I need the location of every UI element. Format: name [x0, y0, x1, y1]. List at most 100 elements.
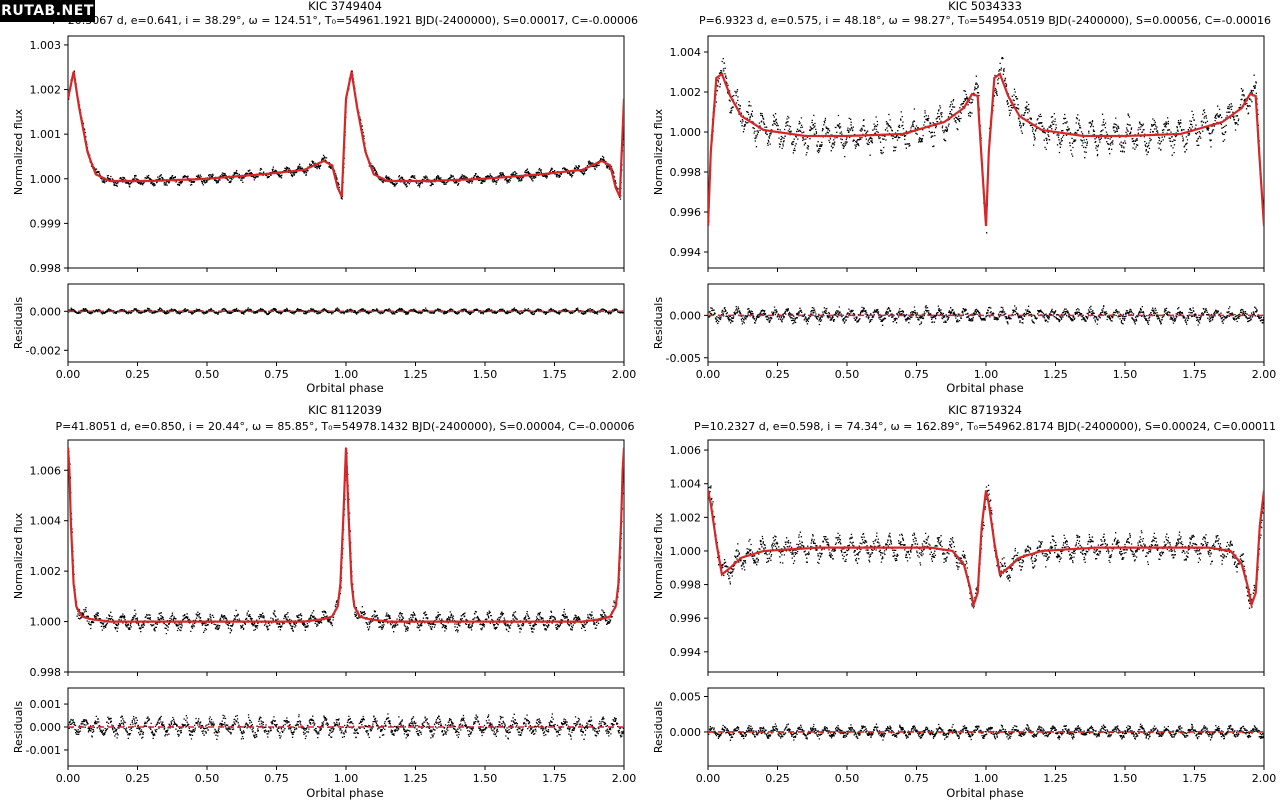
- residual-ytick-label: 0.000: [30, 721, 62, 734]
- xtick-label: 2.00: [1252, 368, 1277, 381]
- flux-ytick-label: 0.994: [670, 646, 702, 659]
- residual-ytick-label: 0.005: [670, 691, 702, 704]
- flux-axis-label: Normalized flux: [12, 512, 25, 599]
- flux-ytick-label: 0.996: [670, 612, 702, 625]
- panel-subtitle: P=20.3067 d, e=0.641, i = 38.29°, ω = 12…: [52, 14, 638, 27]
- xtick-label: 1.75: [542, 368, 567, 381]
- xtick-label: 2.00: [1252, 772, 1277, 785]
- light-curve-panel-3: KIC 8112039 P=41.8051 d, e=0.850, i = 20.…: [12, 403, 636, 800]
- light-curve-panel-4: KIC 8719324 P=10.2327 d, e=0.598, i = 74.…: [652, 403, 1276, 800]
- residual-ytick-label: -0.001: [26, 744, 61, 757]
- flux-ytick-label: 0.998: [670, 166, 702, 179]
- residual-axis-label: Residuals: [652, 297, 665, 349]
- flux-ytick-label: 1.000: [670, 126, 702, 139]
- flux-axis-label: Normalized flux: [12, 108, 25, 195]
- xtick-label: 1.25: [403, 772, 428, 785]
- flux-ytick-label: 1.004: [30, 515, 62, 528]
- xtick-label: 1.00: [334, 368, 359, 381]
- xtick-label: 2.00: [612, 368, 637, 381]
- xtick-label: 0.75: [264, 772, 289, 785]
- xtick-label: 1.50: [1113, 368, 1138, 381]
- flux-ytick-label: 1.002: [670, 511, 702, 524]
- residual-axis-label: Residuals: [12, 701, 25, 753]
- xtick-label: 0.00: [56, 772, 81, 785]
- xtick-label: 0.50: [195, 368, 220, 381]
- residual-ytick-label: 0.001: [30, 698, 62, 711]
- flux-ytick-label: 1.002: [30, 565, 62, 578]
- residual-axis-label: Residuals: [12, 297, 25, 349]
- xtick-label: 1.25: [1043, 772, 1068, 785]
- flux-ytick-label: 0.998: [30, 262, 62, 275]
- flux-data-points: [708, 484, 1264, 609]
- xtick-label: 0.50: [835, 772, 860, 785]
- xtick-label: 1.50: [473, 368, 498, 381]
- flux-frame: [707, 439, 1265, 673]
- flux-ytick-label: 1.001: [30, 128, 62, 141]
- flux-ytick-label: 1.004: [670, 478, 702, 491]
- xtick-label: 0.00: [696, 368, 721, 381]
- x-axis-label: Orbital phase: [306, 381, 383, 395]
- model-curve: [708, 72, 1264, 227]
- flux-ytick-label: 1.006: [30, 464, 62, 477]
- model-curve: [68, 447, 624, 623]
- flux-axis-label: Normalized flux: [652, 108, 665, 195]
- x-axis-label: Orbital phase: [306, 786, 383, 800]
- xtick-label: 0.25: [765, 772, 790, 785]
- residual-ytick-label: 0.000: [670, 726, 702, 739]
- xtick-label: 0.00: [696, 772, 721, 785]
- xtick-label: 0.75: [264, 368, 289, 381]
- flux-ytick-label: 1.000: [30, 173, 62, 186]
- x-axis-label: Orbital phase: [946, 381, 1023, 395]
- xtick-label: 1.50: [1113, 772, 1138, 785]
- flux-ytick-label: 1.000: [30, 616, 62, 629]
- flux-ytick-label: 0.999: [30, 217, 62, 230]
- flux-ytick-label: 0.998: [670, 579, 702, 592]
- xtick-label: 1.50: [473, 772, 498, 785]
- xtick-label: 1.75: [1182, 368, 1207, 381]
- panel-subtitle: P=41.8051 d, e=0.850, i = 20.44°, ω = 85…: [55, 420, 634, 433]
- flux-frame: [67, 35, 625, 269]
- watermark-logo: RUTAB.NET: [0, 0, 95, 22]
- residual-axis-label: Residuals: [652, 701, 665, 753]
- xtick-label: 1.00: [974, 368, 999, 381]
- flux-ytick-label: 0.998: [30, 666, 62, 679]
- xtick-label: 1.75: [1182, 772, 1207, 785]
- flux-ytick-label: 1.000: [670, 545, 702, 558]
- xtick-label: 0.50: [835, 368, 860, 381]
- residual-frame: [67, 283, 625, 363]
- panel-subtitle: P=10.2327 d, e=0.598, i = 74.34°, ω = 16…: [694, 420, 1276, 433]
- model-curve: [708, 490, 1264, 609]
- flux-ytick-label: 0.996: [670, 206, 702, 219]
- xtick-label: 0.25: [125, 368, 150, 381]
- xtick-label: 0.25: [765, 368, 790, 381]
- xtick-label: 1.75: [542, 772, 567, 785]
- model-curve: [68, 71, 624, 198]
- x-axis-label: Orbital phase: [946, 786, 1023, 800]
- xtick-label: 1.00: [974, 772, 999, 785]
- flux-axis-label: Normalized flux: [652, 512, 665, 599]
- panel-title: KIC 8719324: [948, 403, 1022, 417]
- residual-ytick-label: -0.002: [26, 344, 61, 357]
- flux-ytick-label: 1.002: [30, 84, 62, 97]
- flux-ytick-label: 1.004: [670, 46, 702, 59]
- flux-ytick-label: 1.002: [670, 86, 702, 99]
- xtick-label: 1.25: [403, 368, 428, 381]
- residual-ytick-label: 0.000: [670, 309, 702, 322]
- xtick-label: 2.00: [612, 772, 637, 785]
- residual-ytick-label: -0.005: [666, 352, 701, 365]
- xtick-label: 0.25: [125, 772, 150, 785]
- xtick-label: 0.75: [904, 368, 929, 381]
- xtick-label: 0.75: [904, 772, 929, 785]
- xtick-label: 0.00: [56, 368, 81, 381]
- panel-title: KIC 3749404: [308, 0, 382, 13]
- flux-ytick-label: 1.003: [30, 39, 62, 52]
- xtick-label: 0.50: [195, 772, 220, 785]
- residual-frame: [707, 687, 1265, 767]
- flux-ytick-label: 1.006: [670, 444, 702, 457]
- flux-ytick-label: 0.994: [670, 246, 702, 259]
- xtick-label: 1.00: [334, 772, 359, 785]
- panel-title: KIC 5034333: [948, 0, 1022, 13]
